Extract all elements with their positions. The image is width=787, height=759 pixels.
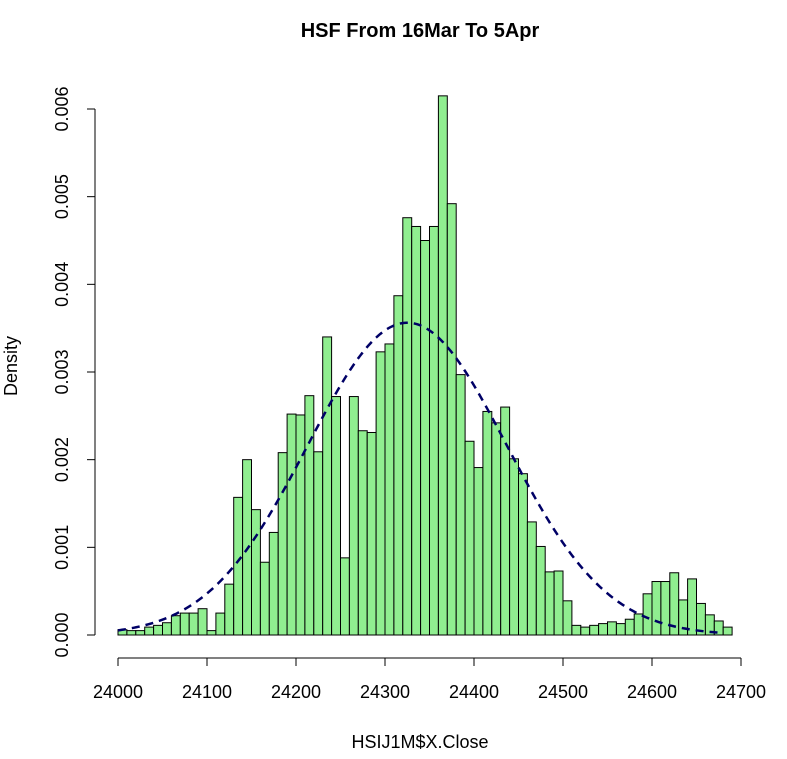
histogram-bar xyxy=(615,623,626,636)
histogram-bar xyxy=(179,612,190,636)
histogram-bar xyxy=(562,600,573,636)
histogram-bar xyxy=(518,473,528,636)
histogram-bar xyxy=(571,624,582,636)
histogram-bar xyxy=(402,217,413,636)
chart-title: HSF From 16Mar To 5Apr xyxy=(301,20,540,42)
histogram-bar xyxy=(224,583,235,636)
x-axis-label: HSIJ1M$X.Close xyxy=(351,732,488,752)
histogram-bar xyxy=(170,615,181,636)
x-tick-label: 24300 xyxy=(360,682,410,702)
histogram-bar xyxy=(687,578,697,636)
histogram-bar xyxy=(473,467,484,636)
histogram-bar xyxy=(526,521,537,636)
histogram-bar xyxy=(322,336,333,636)
y-tick-label: 0.006 xyxy=(52,86,72,131)
histogram-bar xyxy=(348,396,359,636)
histogram-bar xyxy=(553,570,564,636)
histogram-bar xyxy=(500,406,511,636)
y-tick-label: 0.000 xyxy=(52,612,72,657)
x-tick-label: 24100 xyxy=(182,682,232,702)
x-tick-label: 24400 xyxy=(449,682,499,702)
histogram-bar xyxy=(607,621,617,636)
histogram-bar xyxy=(313,451,324,636)
histogram-bar xyxy=(580,626,591,636)
histogram-bar xyxy=(491,422,502,636)
histogram-bar xyxy=(286,413,297,636)
histogram-bar xyxy=(535,545,546,636)
histogram-bar xyxy=(162,622,172,636)
normal-density-curve xyxy=(117,321,724,635)
y-tick-label: 0.001 xyxy=(52,525,72,570)
histogram-bar xyxy=(384,343,395,636)
histogram-bar xyxy=(589,624,600,636)
histogram-bar xyxy=(437,95,448,636)
x-tick-label: 24600 xyxy=(627,682,677,702)
y-tick-label: 0.004 xyxy=(52,262,72,307)
y-axis-label: Density xyxy=(1,336,21,396)
histogram-bar xyxy=(544,571,555,636)
histogram-bar xyxy=(411,225,422,636)
histogram-bar xyxy=(188,612,199,636)
histogram-bar xyxy=(509,458,520,636)
histogram-bar xyxy=(429,225,439,636)
histogram-bar xyxy=(375,351,386,636)
histogram-bar xyxy=(153,624,164,636)
histogram-bar xyxy=(598,623,608,636)
histogram-bar xyxy=(357,430,368,636)
histogram-bar xyxy=(651,581,662,636)
x-tick-label: 24500 xyxy=(538,682,588,702)
x-tick-label: 24000 xyxy=(93,682,143,702)
histogram-bars xyxy=(117,95,733,636)
histogram-bar xyxy=(126,630,137,636)
histogram-bar xyxy=(304,395,315,636)
histogram-bar xyxy=(295,414,306,636)
histogram-bar xyxy=(331,396,342,636)
histogram-bar xyxy=(259,561,270,636)
histogram-bar xyxy=(277,452,288,636)
histogram-bar xyxy=(464,440,475,636)
histogram-bar xyxy=(144,626,155,636)
histogram-bar xyxy=(642,593,653,636)
histogram-bar xyxy=(722,626,733,636)
y-tick-label: 0.005 xyxy=(52,174,72,219)
y-axis: 0.000 0.001 0.002 0.003 0.004 0.005 0.006 xyxy=(52,86,96,658)
x-axis: 24000 24100 24200 24300 24400 24500 24600 24700 xyxy=(93,657,766,702)
histogram-bar xyxy=(633,613,644,636)
y-tick-label: 0.002 xyxy=(52,437,72,482)
histogram-bar xyxy=(135,630,146,636)
histogram-bar xyxy=(268,531,279,636)
histogram-bar xyxy=(455,374,466,636)
histogram-bar xyxy=(215,612,226,636)
histogram-bar xyxy=(393,295,404,636)
histogram-bar xyxy=(624,618,635,636)
histogram-bar xyxy=(660,581,671,636)
histogram-bar xyxy=(366,431,377,636)
histogram-bar xyxy=(446,203,457,636)
histogram-bar xyxy=(197,608,208,636)
histogram-bar xyxy=(206,630,217,636)
x-tick-label: 24700 xyxy=(716,682,766,702)
histogram-bar xyxy=(251,509,261,636)
histogram-bar xyxy=(340,557,350,636)
histogram-bar xyxy=(233,496,244,636)
histogram-bar xyxy=(482,410,493,636)
x-tick-label: 24200 xyxy=(271,682,321,702)
y-tick-label: 0.003 xyxy=(52,349,72,394)
histogram-bar xyxy=(420,240,431,636)
